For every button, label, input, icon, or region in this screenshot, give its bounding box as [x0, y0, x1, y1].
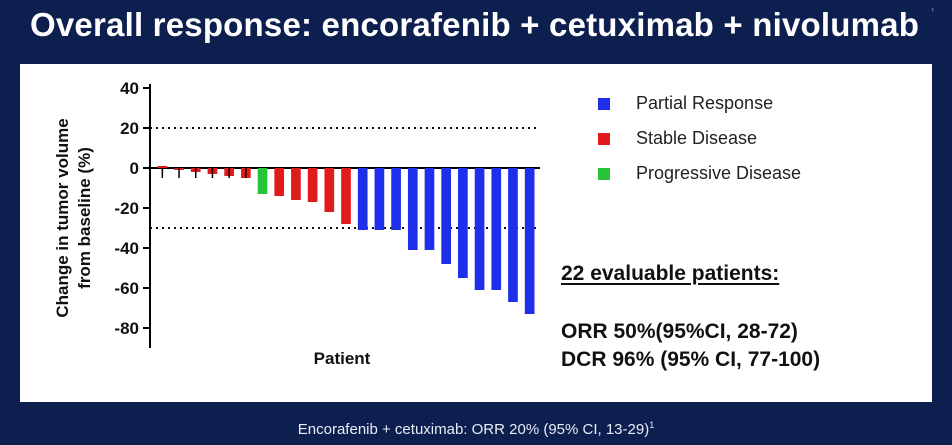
bar-patient-10	[307, 168, 318, 202]
legend-swatch	[598, 133, 610, 145]
bar-patient-1	[157, 166, 168, 168]
chart-bars	[157, 166, 535, 314]
corner-mark: ›	[931, 4, 934, 14]
bar-patient-11	[324, 168, 335, 212]
y-tick-label: -20	[114, 199, 139, 218]
bar-patient-21	[491, 168, 502, 290]
bar-patient-16	[407, 168, 418, 250]
slide-title: Overall response: encorafenib + cetuxima…	[30, 6, 920, 43]
y-tick-label: 40	[120, 79, 139, 98]
orr-stat: ORR 50%(95%CI, 28-72)	[561, 320, 798, 343]
bar-patient-17	[424, 168, 435, 250]
footer-note: Encorafenib + cetuximab: ORR 20% (95% CI…	[0, 420, 952, 438]
x-axis-label: Patient	[314, 349, 371, 368]
legend-label: Stable Disease	[636, 128, 758, 148]
bar-patient-20	[474, 168, 485, 290]
y-tick-label: 0	[130, 159, 139, 178]
y-tick-label: 20	[120, 119, 139, 138]
bar-patient-18	[441, 168, 452, 264]
chart-panel: 40 20 0 -20 -40 -60 -80 Change in tumor volume…	[20, 64, 932, 402]
footer-superscript: 1	[649, 420, 655, 430]
y-tick-label: -80	[114, 319, 139, 338]
dcr-stat: DCR 96% (95% CI, 77-100)	[561, 348, 821, 371]
footer-text: Encorafenib + cetuximab: ORR 20% (95% CI…	[297, 421, 650, 438]
legend-label: Progressive Disease	[636, 163, 802, 183]
bar-patient-23	[524, 168, 535, 314]
bar-patient-12	[341, 168, 351, 224]
bar-patient-13	[357, 168, 368, 230]
legend-swatch	[598, 168, 610, 180]
bar-patient-7	[257, 168, 268, 194]
y-tick-label: -60	[114, 279, 139, 298]
waterfall-chart: 40 20 0 -20 -40 -60 -80 Change in tumor volume…	[53, 79, 540, 368]
bar-patient-22	[508, 168, 518, 302]
bar-patient-15	[391, 168, 401, 230]
y-axis-label: Change in tumor volume from baseline (%)	[53, 118, 94, 317]
y-tick-label: -40	[114, 239, 139, 258]
bar-patient-19	[458, 168, 468, 278]
bar-patient-8	[274, 168, 285, 196]
legend-label: Partial Response	[636, 93, 774, 113]
bar-patient-14	[374, 168, 385, 230]
stats-block: 22 evaluable patients: ORR 50%(95%CI, 28…	[561, 262, 820, 374]
bar-patient-9	[291, 168, 301, 200]
evaluable-patients: 22 evaluable patients:	[561, 262, 780, 285]
legend-swatch	[598, 98, 610, 110]
